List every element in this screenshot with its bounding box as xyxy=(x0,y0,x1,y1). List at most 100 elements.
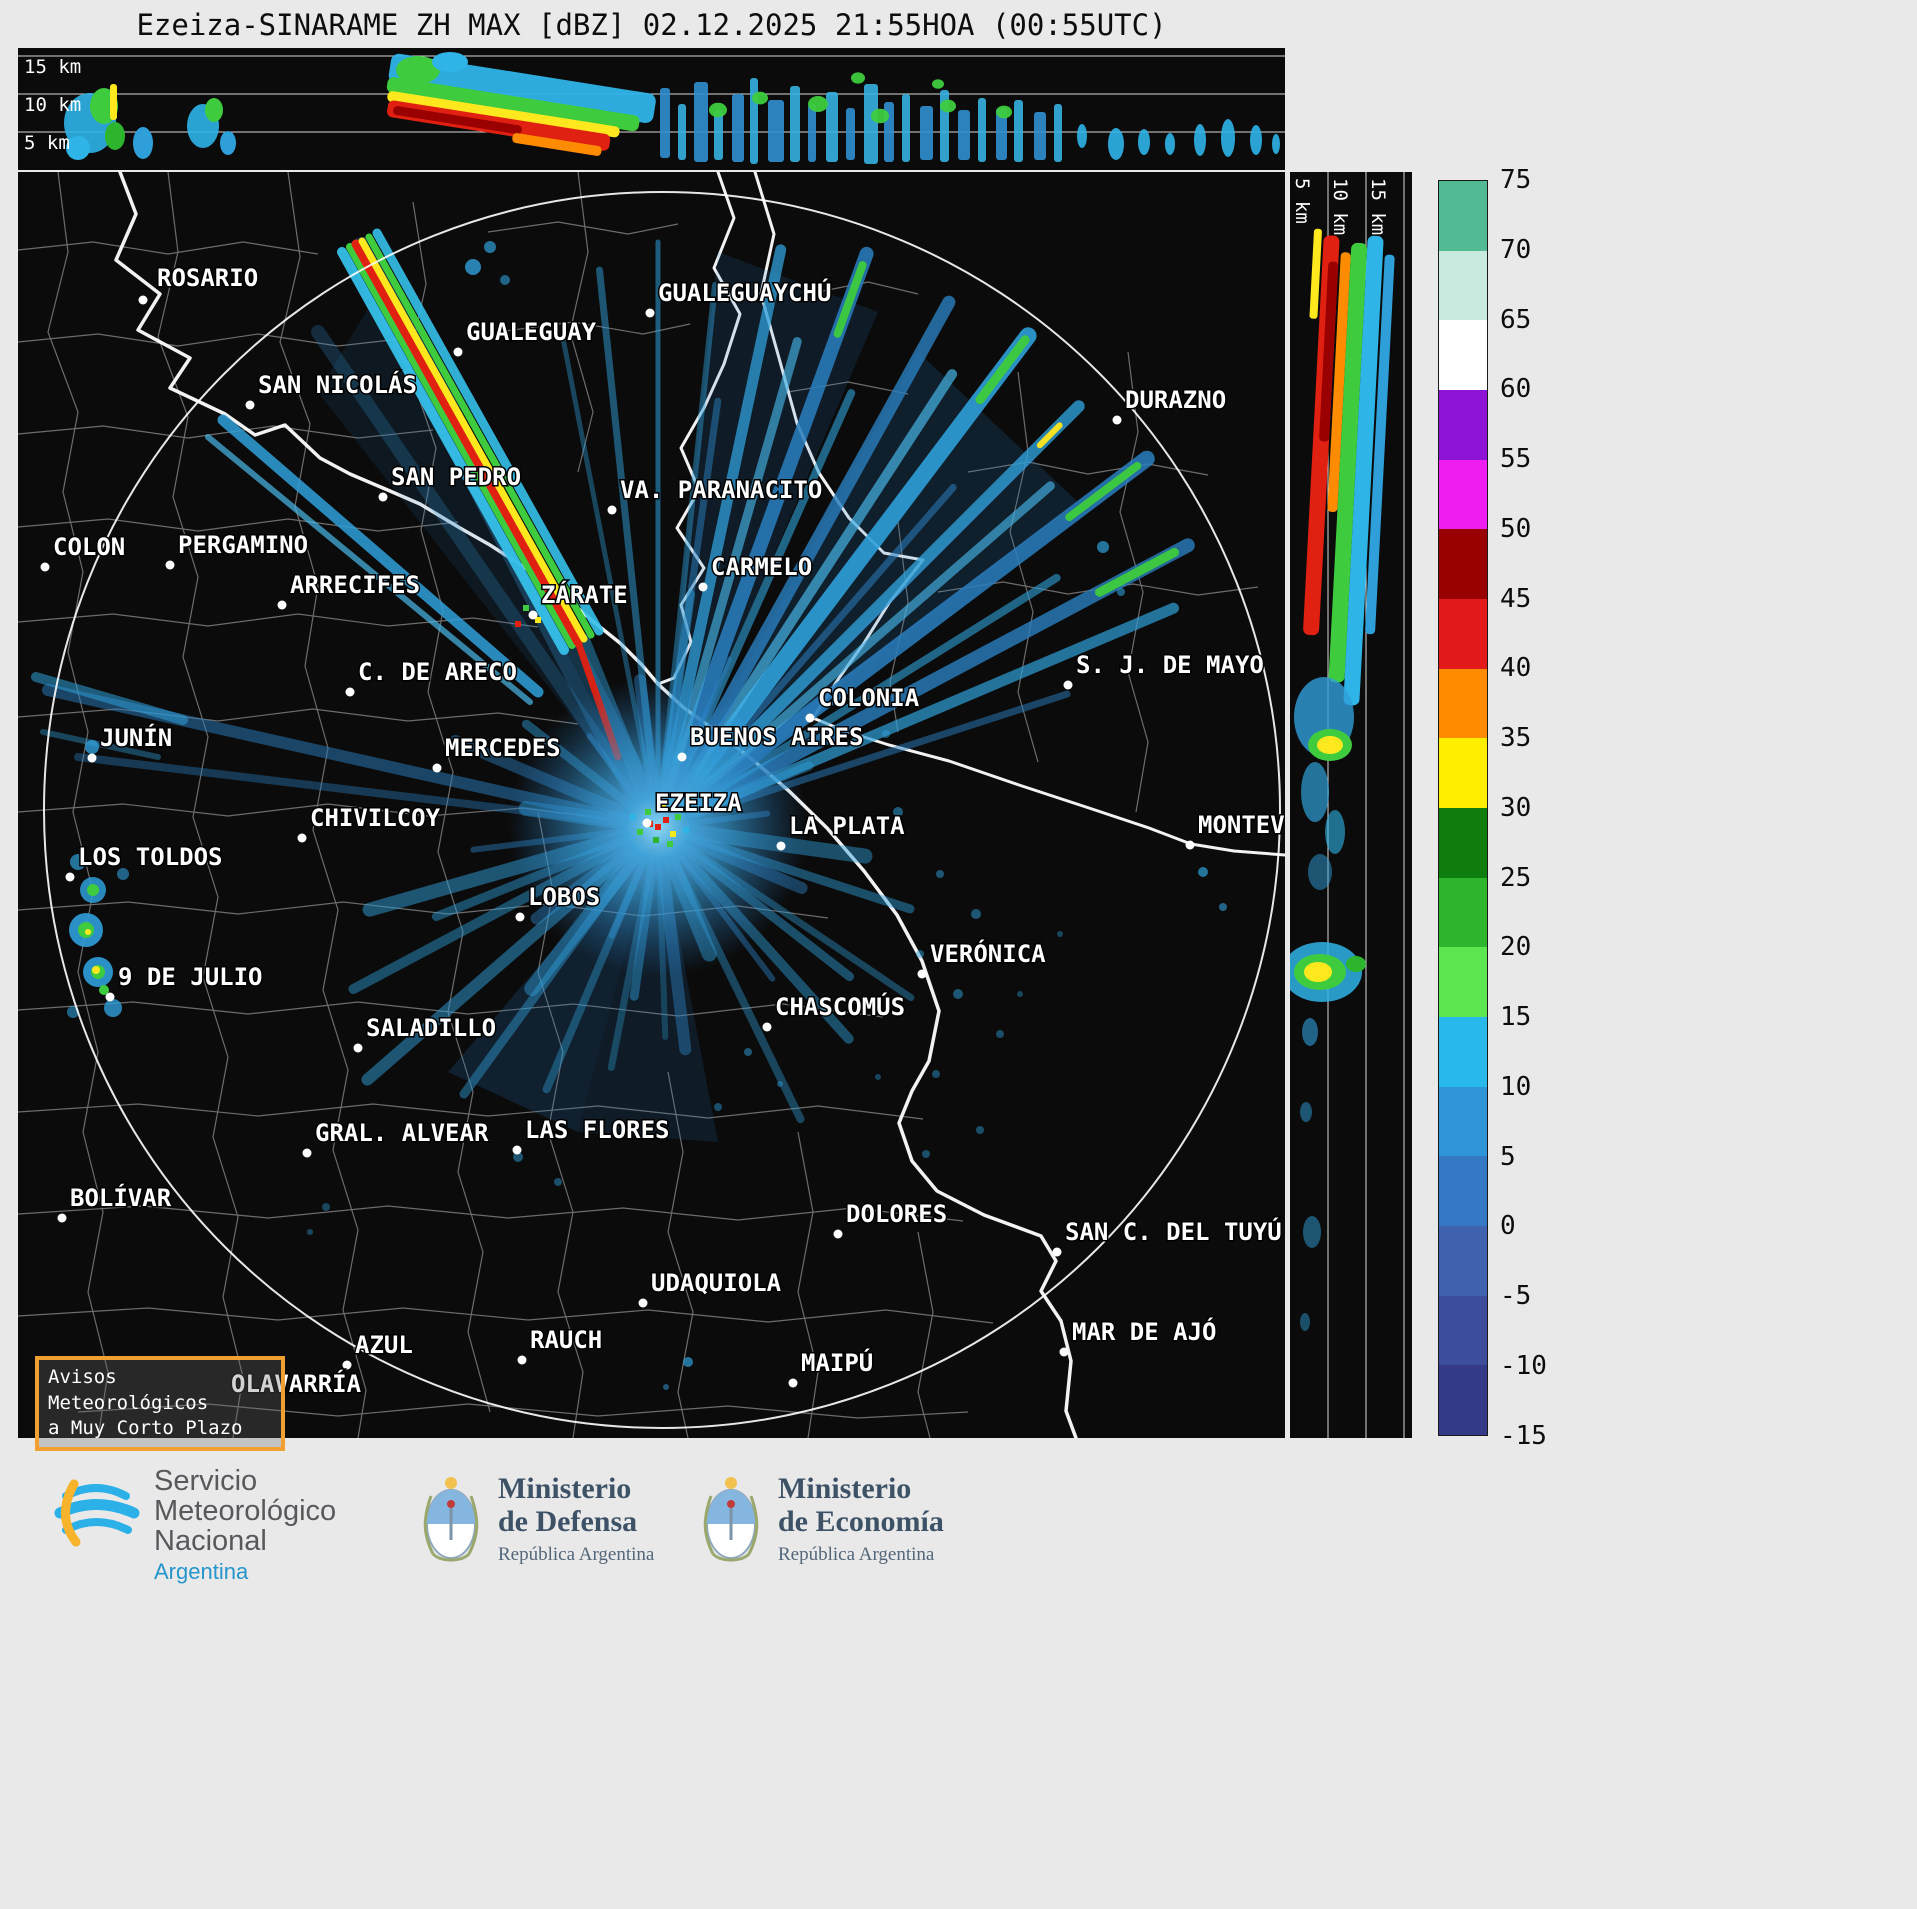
city-dot xyxy=(277,600,287,610)
city-dot xyxy=(245,400,255,410)
city-label: DOLORES xyxy=(846,1200,947,1228)
radar-echo xyxy=(752,91,768,105)
warning-banner[interactable]: Avisos Meteorológicos a Muy Corto Plazo xyxy=(35,1356,285,1451)
radar-echo xyxy=(663,1384,669,1390)
cross-section-right-plot xyxy=(1290,172,1405,1438)
radar-echo xyxy=(871,108,889,124)
radar-echo xyxy=(1017,991,1023,997)
city-label: SAN PEDRO xyxy=(391,463,521,491)
radar-echo xyxy=(882,730,890,738)
cross-section-top-plot xyxy=(18,52,1285,164)
height-label-5km: 5 km xyxy=(1291,178,1313,224)
cross-section-right: 5 km 10 km 15 km xyxy=(1290,172,1412,1438)
colorbar-segment xyxy=(1439,1086,1487,1157)
city-dot xyxy=(165,560,175,570)
radar-echo xyxy=(996,1030,1004,1038)
radar-echo xyxy=(714,110,723,160)
coat-of-arms-icon xyxy=(700,1474,762,1564)
colorbar-segment xyxy=(1439,738,1487,809)
city-dot xyxy=(833,1229,843,1239)
defensa-title-line2: de Defensa xyxy=(498,1505,638,1538)
radar-echo xyxy=(99,985,109,995)
radar-echo xyxy=(1065,461,1142,522)
city-dot xyxy=(917,969,927,979)
radar-echo xyxy=(1272,134,1280,154)
colorbar-segment xyxy=(1439,320,1487,391)
radar-echo xyxy=(322,1203,330,1211)
radar-echo xyxy=(337,247,569,655)
cross-section-echoes xyxy=(64,52,1280,164)
city-dot xyxy=(57,1213,67,1223)
radar-echo xyxy=(40,729,161,760)
colorbar-segment xyxy=(1439,668,1487,739)
radar-echo xyxy=(922,1150,930,1158)
city-label: COLON xyxy=(53,533,125,561)
radar-echo xyxy=(500,275,510,285)
radar-echo xyxy=(808,104,816,162)
city-label: SALADILLO xyxy=(366,1014,496,1042)
height-label-10km: 10 km xyxy=(1329,178,1351,236)
city-label: LAS FLORES xyxy=(525,1116,670,1144)
radar-echo xyxy=(1165,133,1175,155)
radar-echo xyxy=(1014,100,1023,162)
smn-name-line2: Meteorológico xyxy=(154,1495,337,1528)
radar-echo xyxy=(630,814,636,820)
radar-echo xyxy=(1077,124,1087,148)
city-dot xyxy=(342,1360,352,1370)
radar-echo xyxy=(523,605,529,611)
radar-echo xyxy=(670,831,676,837)
city-dot xyxy=(805,713,815,723)
radar-echo-cells xyxy=(67,241,1227,1390)
city-label: DURAZNO xyxy=(1125,386,1226,414)
radar-echo xyxy=(777,1081,783,1087)
defensa-subtitle: República Argentina xyxy=(498,1544,655,1565)
radar-echo xyxy=(732,94,744,162)
radar-echo xyxy=(70,854,86,870)
height-label-15km: 15 km xyxy=(24,56,82,78)
city-dot xyxy=(87,753,97,763)
city-label: MAIPÚ xyxy=(801,1347,873,1377)
radar-echo xyxy=(940,99,956,113)
defensa-title-line1: Ministerio xyxy=(498,1472,632,1505)
radar-echo xyxy=(87,884,99,896)
city-markers: ROSARIO GUALEGUAYCHÚ GUALEGUAY SAN NICOLÁS D… xyxy=(40,263,1285,1400)
city-label: S. J. DE MAYO xyxy=(1076,651,1264,679)
city-label: CARMELO xyxy=(711,553,812,581)
colorbar-segment xyxy=(1439,1017,1487,1087)
dbz-colorbar-scale: 75 70 65 60 55 50 45 40 35 30 25 20 15 10 5 0 -5 -10 -15 xyxy=(1500,165,1547,1451)
radar-echo xyxy=(645,809,651,815)
radar-echo xyxy=(663,817,669,823)
city-label: LOS TOLDOS xyxy=(78,843,223,871)
city-label: GRAL. ALVEAR xyxy=(315,1119,489,1147)
ministerio-defensa-branding: Ministerio de Defensa República Argentin… xyxy=(420,1472,654,1566)
radar-echo xyxy=(846,108,855,160)
radar-echo xyxy=(714,1103,722,1111)
range-ring xyxy=(43,191,1281,1429)
radar-echo xyxy=(1198,867,1208,877)
colorbar-segment xyxy=(1439,1156,1487,1227)
city-dot xyxy=(517,1355,527,1365)
radar-map[interactable]: ROSARIO GUALEGUAYCHÚ GUALEGUAY SAN NICOLÁS D… xyxy=(18,172,1285,1438)
colorbar-segment xyxy=(1439,181,1487,251)
radar-echo xyxy=(978,98,986,162)
city-dot xyxy=(638,1298,648,1308)
smn-country: Argentina xyxy=(154,1559,249,1585)
city-label: VERÓNICA xyxy=(930,938,1046,968)
city-label: CHIVILCOY xyxy=(310,804,441,832)
radar-echo xyxy=(484,241,496,253)
radar-echo xyxy=(104,999,122,1017)
smn-name-line1: Servicio xyxy=(154,1465,258,1497)
city-label: LOBOS xyxy=(528,883,600,911)
radar-echo xyxy=(709,102,727,118)
colorbar-segment xyxy=(1439,1365,1487,1436)
city-dot xyxy=(1185,840,1195,850)
colorbar-segment xyxy=(1439,947,1487,1018)
radar-echo xyxy=(916,950,924,958)
radar-echo xyxy=(85,740,99,754)
city-label: ZÁRATE xyxy=(541,580,628,609)
city-label: PERGAMINO xyxy=(178,531,308,559)
city-dot xyxy=(105,992,115,1002)
coat-of-arms-icon xyxy=(420,1474,482,1564)
city-dot xyxy=(788,1378,798,1388)
city-dot xyxy=(1063,680,1073,690)
